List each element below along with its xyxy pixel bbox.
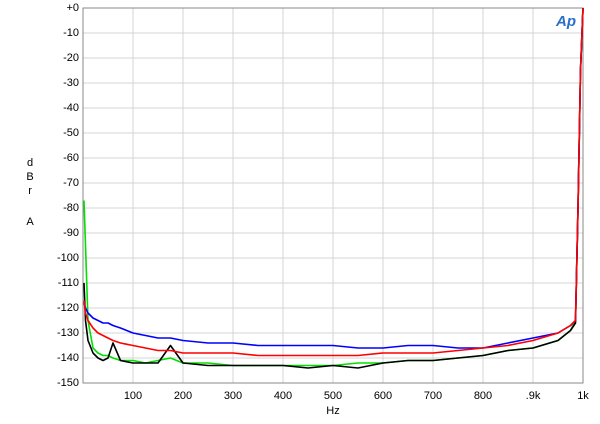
plot-frame	[82, 7, 584, 384]
y-tick-label: -30	[63, 77, 79, 89]
y-axis-label: dBr	[24, 157, 36, 199]
x-tick-label: 1k	[577, 390, 589, 402]
y-tick-label: -150	[57, 377, 79, 389]
x-tick-label: 100	[124, 390, 142, 402]
x-tick-label: 700	[424, 390, 442, 402]
y-tick-label: -50	[63, 127, 79, 139]
y-tick-label: -80	[63, 202, 79, 214]
y-tick-label: -130	[57, 327, 79, 339]
y-tick-label: +0	[66, 2, 79, 14]
x-tick-label: .9k	[526, 390, 541, 402]
y-tick-label: -40	[63, 102, 79, 114]
x-axis-label: Hz	[326, 405, 339, 417]
y-tick-label: -60	[63, 152, 79, 164]
y-tick-label: -100	[57, 252, 79, 264]
x-tick-label: 400	[274, 390, 292, 402]
logo: Ap	[555, 13, 576, 30]
y-tick-label: -90	[63, 227, 79, 239]
series-line	[83, 7, 584, 357]
x-tick-label: 500	[324, 390, 342, 402]
x-tick-label: 800	[474, 390, 492, 402]
y-tick-label: -20	[63, 52, 79, 64]
series-line	[83, 7, 584, 349]
series-line	[83, 7, 584, 369]
x-tick-label: 600	[374, 390, 392, 402]
x-tick-label: 300	[224, 390, 242, 402]
y-tick-label: -110	[58, 277, 79, 289]
y-axis-unit: A	[26, 216, 34, 228]
y-tick-label: -70	[63, 177, 79, 189]
y-tick-label: -120	[57, 302, 79, 314]
x-tick-label: 200	[174, 390, 192, 402]
y-tick-label: -10	[63, 27, 79, 39]
y-tick-label: -140	[57, 352, 79, 364]
